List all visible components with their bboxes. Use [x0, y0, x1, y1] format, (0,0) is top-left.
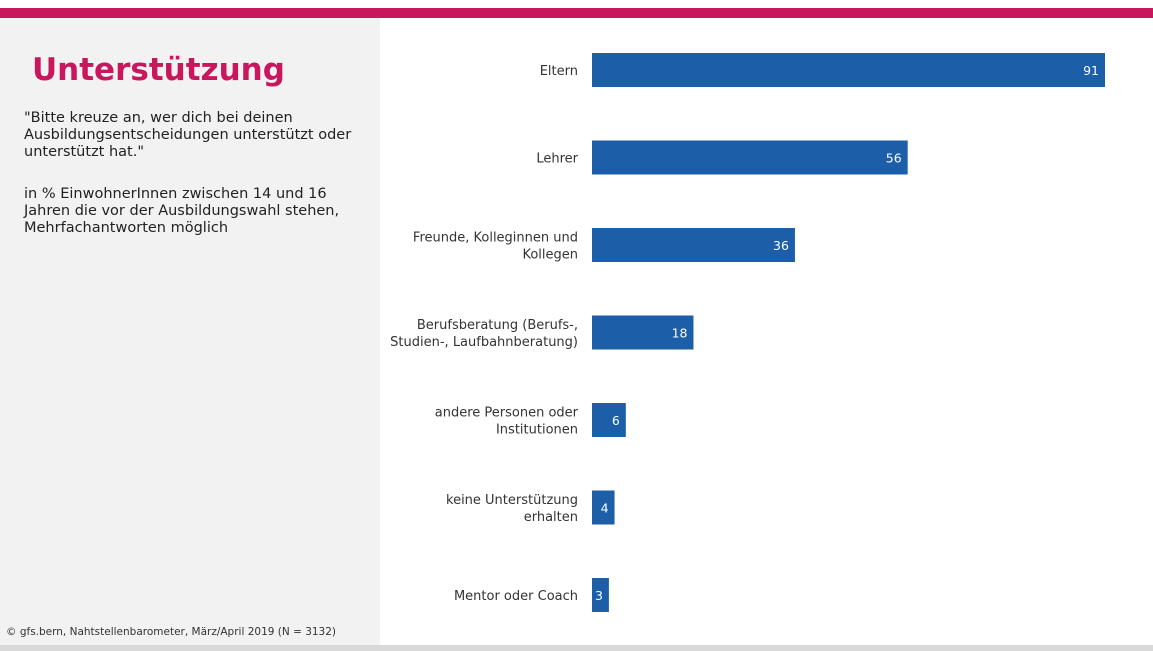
top-accent-bar — [0, 8, 1153, 18]
survey-question: "Bitte kreuze an, wer dich bei deinen Au… — [24, 110, 352, 160]
category-label: Berufsberatung (Berufs-, Studien-, Laufba… — [390, 318, 578, 350]
data-label: 91 — [1083, 63, 1099, 78]
category-label: Freunde, Kolleginnen und Kollegen — [413, 231, 578, 263]
source-footnote: © gfs.bern, Nahtstellenbarometer, März/A… — [6, 626, 337, 638]
left-info-panel — [0, 18, 380, 645]
category-label: andere Personen oder Institutionen — [435, 406, 579, 438]
bar — [592, 315, 694, 350]
bottom-divider — [0, 645, 1153, 651]
bar — [592, 490, 615, 525]
bar — [592, 578, 609, 612]
bar — [592, 53, 1105, 87]
data-label: 6 — [612, 413, 620, 428]
data-label: 18 — [672, 326, 688, 341]
category-label: keine Unterstützung erhalten — [446, 493, 578, 525]
data-label: 36 — [773, 238, 789, 253]
category-label: Eltern — [540, 64, 578, 79]
page-title: Unterstützung — [32, 52, 285, 88]
bar — [592, 403, 626, 437]
data-label: 3 — [595, 588, 603, 603]
category-label: Mentor oder Coach — [454, 589, 578, 604]
sample-note: in % EinwohnerInnen zwischen 14 und 16 J… — [24, 186, 340, 236]
bar — [592, 140, 908, 175]
data-label: 4 — [601, 501, 609, 516]
category-label: Lehrer — [536, 152, 578, 167]
data-label: 56 — [886, 151, 902, 166]
bar — [592, 228, 795, 262]
